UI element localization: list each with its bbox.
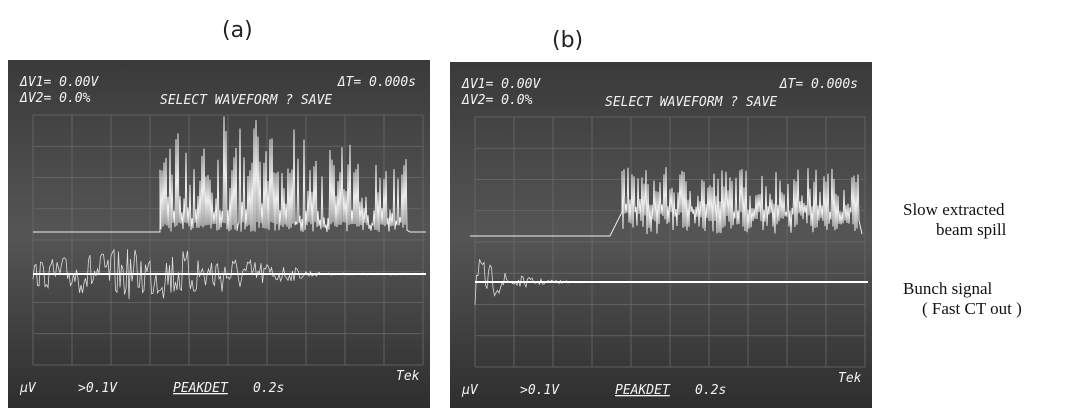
screen-bg [450,62,872,408]
side-label: Bunch signal [903,279,993,298]
mode: PEAKDET [615,383,671,398]
side-label: Slow extracted [903,200,1005,219]
menu: SELECT WAVEFORM ? SAVE [160,93,332,108]
waveform [33,116,426,233]
readout: ΔV2= 0.0% [461,93,533,108]
scale: >0.1V [78,381,118,396]
readout: ΔV1= 0.00V [19,75,99,90]
panel-label: (b) [552,28,584,53]
screen-bg [8,60,430,408]
channel: µV [19,381,37,396]
readout: ΔV2= 0.0% [19,91,91,106]
brand: Tek [396,369,420,384]
brand: Tek [838,371,862,386]
waveform [470,167,863,237]
time: 0.2s [253,381,284,396]
menu: SELECT WAVEFORM ? SAVE [605,95,777,110]
panel-label: (a) [222,18,253,43]
time: 0.2s [695,383,726,398]
channel: µV [461,383,479,398]
side-label: beam spill [936,220,1007,239]
readout: ΔT= 0.000s [779,77,858,92]
readout: ΔT= 0.000s [337,75,416,90]
readout: ΔV1= 0.00V [461,77,541,92]
mode: PEAKDET [173,381,229,396]
side-label: ( Fast CT out ) [922,299,1022,318]
scale: >0.1V [520,383,560,398]
